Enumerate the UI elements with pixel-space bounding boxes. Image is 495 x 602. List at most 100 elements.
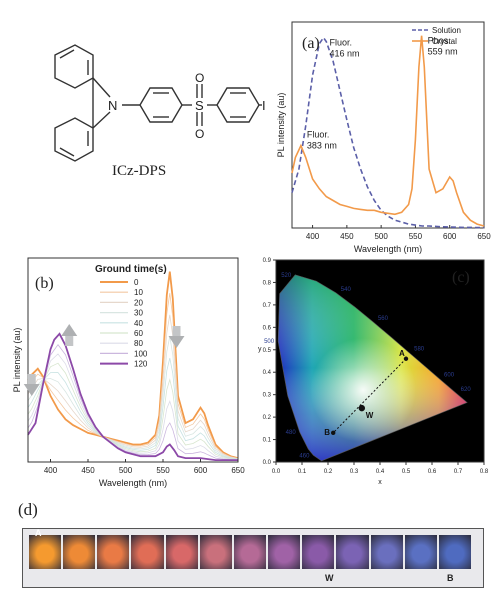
- chart-c-y-tick-label: 0.7: [263, 303, 272, 309]
- photo-tile: [63, 535, 96, 569]
- arrow-down-icon-head: [23, 384, 40, 396]
- chart-c-y-tick-label: 0.5: [263, 348, 272, 354]
- molecule-name: ICz-DPS: [112, 163, 166, 179]
- panel-label-d: (d): [18, 500, 38, 519]
- photo-tile: [404, 535, 437, 569]
- chart-c-x-tick-label: 0.6: [428, 469, 437, 475]
- atom-o-top-label: O: [195, 71, 204, 85]
- chart-c-y-tick-label: 0.8: [263, 280, 272, 286]
- chart-b-legend-label: 0: [134, 278, 139, 287]
- strip-label-b: B: [447, 573, 454, 583]
- photo-tile: [97, 535, 130, 569]
- chart-a-plot-frame: [291, 21, 485, 229]
- chart-c-x-tick-label: 0.7: [454, 469, 463, 475]
- chart-b-x-tick-label: 550: [156, 466, 170, 475]
- chart-c-y-tick-label: 0.2: [263, 415, 272, 421]
- arrow-up-icon-head: [61, 324, 78, 336]
- chart-c-x-tick-label: 0.3: [350, 469, 359, 475]
- cie-point-w: [358, 404, 365, 412]
- chart-a-x-axis-label: Wavelength (nm): [354, 244, 422, 254]
- cie-point-a: [403, 356, 409, 361]
- chart-b-series-40: [27, 358, 239, 460]
- cie-point-b: [331, 430, 336, 436]
- chart-c-y-axis-label: y: [258, 346, 262, 353]
- photo-tile: [233, 535, 267, 569]
- chart-a-annotation-1: Fluor.: [307, 130, 330, 140]
- chart-a-x-tick-label: 500: [374, 232, 388, 241]
- cie-wavelength-label: 460: [299, 453, 310, 459]
- strip-label-w: W: [325, 573, 334, 583]
- chart-c-x-axis-label: x: [378, 479, 382, 486]
- chart-a-series-crystal: [291, 35, 485, 227]
- photo-strip: A W B: [22, 528, 484, 588]
- cie-point-label: W: [366, 411, 374, 420]
- atom-n-label: N: [108, 98, 117, 113]
- photo-tile: [370, 535, 403, 569]
- panel-label-c: (c): [452, 269, 470, 286]
- cie-connector-line: [332, 358, 407, 434]
- chart-b-y-axis-label: PL intensity (au): [12, 328, 22, 393]
- chart-b: 400 450 500 550 600 650 Wavelength (nm) PL inte…: [0, 252, 245, 492]
- strip-label-a: A: [35, 528, 42, 538]
- chart-b-x-tick-label: 400: [44, 466, 58, 475]
- chart-a-annotation-value-1: 383 nm: [307, 141, 337, 151]
- chart-c-y-tick-label: 0.0: [263, 460, 272, 466]
- chart-b-series-20: [27, 314, 239, 459]
- chart-a-svg: 400 450 500 550 600 650 Wavelength (nm) PL inte…: [276, 21, 491, 254]
- chart-b-series-30: [27, 336, 239, 460]
- cie-wavelength-label: 540: [341, 287, 352, 293]
- chart-c-x-tick-label: 0.0: [272, 469, 281, 475]
- arrow-down-icon: [23, 374, 40, 396]
- chart-b-legend-label: 80: [134, 339, 143, 348]
- arrow-down-icon: [168, 326, 185, 348]
- cie-wavelength-label: 480: [286, 430, 297, 436]
- atom-s-label: S: [195, 98, 204, 113]
- photo-tile: [165, 535, 198, 569]
- photo-tile: [438, 535, 471, 569]
- chart-b-legend-label: 60: [134, 329, 143, 338]
- chart-c-x-tick-label: 0.5: [402, 469, 411, 475]
- chart-b-series-0: [27, 271, 239, 459]
- cie-wavelength-label: 520: [281, 273, 292, 279]
- chart-c-y-tick-label: 0.4: [263, 370, 272, 376]
- chart-c-x-tick-label: 0.8: [480, 469, 489, 475]
- photo-tile: [336, 535, 369, 569]
- cie-wavelength-label: 600: [444, 373, 455, 379]
- arrow-down-icon-head: [168, 336, 185, 348]
- chart-a-annotation-value-0: 416 nm: [330, 49, 360, 59]
- chart-a-series-solution: [291, 36, 485, 229]
- atom-i-label: I: [262, 98, 265, 113]
- chart-c-y-tick-label: 0.1: [263, 438, 272, 444]
- chart-c-x-tick-label: 0.2: [324, 469, 333, 475]
- chart-a-annotation-0: Fluor.: [330, 38, 353, 48]
- chart-c-x-tick-label: 0.4: [376, 469, 385, 475]
- chart-b-x-axis-label: Wavelength (nm): [99, 478, 167, 488]
- cie-point-label: A: [399, 349, 405, 358]
- chart-a-annotation-2: Phos.: [428, 36, 451, 46]
- chart-b-series-100: [27, 344, 239, 461]
- photo-tile: [29, 535, 62, 569]
- cie-wavelength-label: 580: [414, 347, 425, 353]
- chart-a-x-tick-label: 600: [443, 232, 457, 241]
- chart-a-x-tick-label: 650: [477, 232, 491, 241]
- carbazole-ring-lower: [54, 117, 94, 162]
- chart-b-x-tick-label: 500: [119, 466, 133, 475]
- chart-a-annotation-value-2: 559 nm: [428, 47, 458, 57]
- photo-tile: [302, 535, 335, 569]
- molecule-structure: N S O O I ICz-DPS: [54, 44, 266, 179]
- chart-c-x-tick-label: 0.1: [298, 469, 307, 475]
- arrow-up-icon-shaft: [65, 336, 74, 346]
- chart-a-y-axis-label: PL intensity (au): [276, 93, 286, 158]
- chart-c-y-tick-label: 0.3: [263, 393, 272, 399]
- cie-wavelength-label: 500: [264, 339, 275, 345]
- panel-label-b: (b): [35, 275, 54, 292]
- photo-tile: [199, 535, 232, 569]
- panel-label-a: (a): [302, 35, 320, 52]
- chart-b-series-80: [27, 353, 239, 460]
- chart-a-legend-label: Crystal: [432, 37, 457, 46]
- arrow-up-icon: [61, 324, 78, 346]
- chart-c-y-tick-label: 0.9: [263, 258, 272, 264]
- chart-a-x-tick-label: 550: [409, 232, 423, 241]
- chart-b-x-tick-label: 450: [81, 466, 95, 475]
